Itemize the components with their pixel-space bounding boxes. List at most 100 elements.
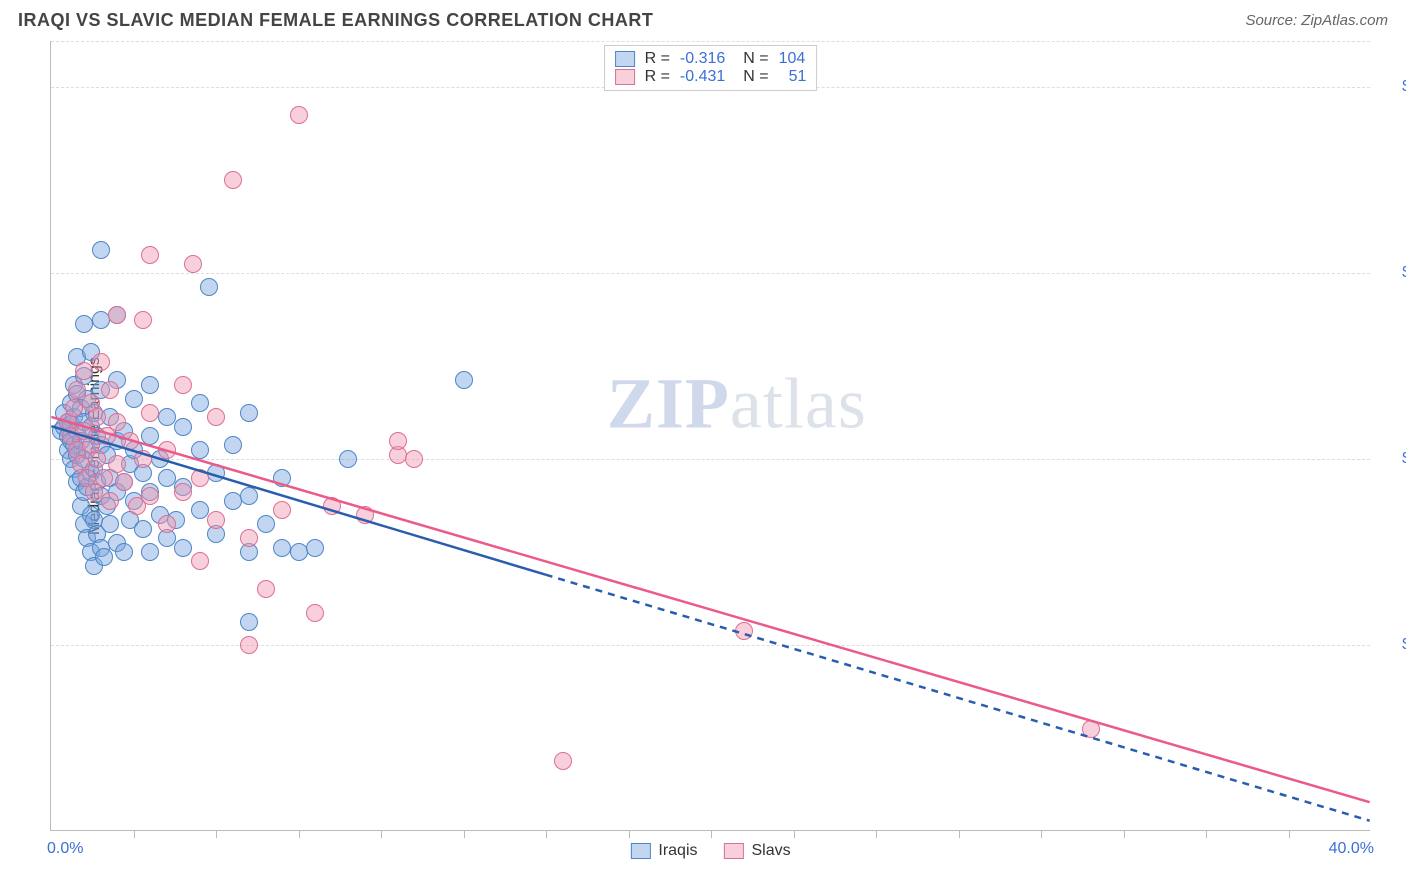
r-value-iraqis: -0.316 <box>680 50 725 68</box>
data-point-iraqis <box>257 515 275 533</box>
trend-line <box>546 575 1370 821</box>
data-point-slavs <box>141 487 159 505</box>
swatch-slavs <box>724 843 744 859</box>
data-point-slavs <box>240 529 258 547</box>
legend-stats-row-slavs: R = -0.431 N = 51 <box>615 68 807 86</box>
data-point-slavs <box>191 469 209 487</box>
legend-item-slavs: Slavs <box>724 842 791 860</box>
data-point-slavs <box>554 752 572 770</box>
data-point-slavs <box>290 106 308 124</box>
data-point-slavs <box>92 353 110 371</box>
data-point-slavs <box>735 622 753 640</box>
data-point-iraqis <box>224 436 242 454</box>
data-point-iraqis <box>92 311 110 329</box>
x-tick <box>794 830 795 838</box>
data-point-slavs <box>101 381 119 399</box>
data-point-slavs <box>174 376 192 394</box>
data-point-iraqis <box>240 404 258 422</box>
gridline <box>51 459 1370 460</box>
swatch-slavs <box>615 69 635 85</box>
r-label: R = <box>645 68 670 86</box>
data-point-slavs <box>88 408 106 426</box>
data-point-slavs <box>389 432 407 450</box>
watermark: ZIPatlas <box>607 362 867 445</box>
data-point-slavs <box>115 473 133 491</box>
data-point-iraqis <box>134 520 152 538</box>
data-point-slavs <box>158 515 176 533</box>
x-tick <box>216 830 217 838</box>
data-point-iraqis <box>158 469 176 487</box>
data-point-iraqis <box>174 418 192 436</box>
data-point-slavs <box>306 604 324 622</box>
data-point-slavs <box>207 408 225 426</box>
n-value-slavs: 51 <box>789 68 807 86</box>
data-point-slavs <box>1082 720 1100 738</box>
data-point-iraqis <box>207 464 225 482</box>
data-point-slavs <box>356 506 374 524</box>
x-tick <box>1289 830 1290 838</box>
legend-stats: R = -0.316 N = 104 R = -0.431 N = 51 <box>604 45 818 91</box>
data-point-slavs <box>101 492 119 510</box>
data-point-iraqis <box>141 376 159 394</box>
data-point-iraqis <box>273 469 291 487</box>
x-tick <box>1124 830 1125 838</box>
data-point-slavs <box>240 636 258 654</box>
data-point-iraqis <box>339 450 357 468</box>
data-point-iraqis <box>92 241 110 259</box>
data-point-slavs <box>191 552 209 570</box>
x-tick-label: 0.0% <box>47 840 83 858</box>
r-label: R = <box>645 50 670 68</box>
y-tick-label: $20,000 <box>1380 636 1406 654</box>
x-tick <box>134 830 135 838</box>
gridline <box>51 273 1370 274</box>
legend-label-iraqis: Iraqis <box>658 842 697 860</box>
data-point-iraqis <box>141 543 159 561</box>
data-point-slavs <box>134 311 152 329</box>
data-point-slavs <box>88 450 106 468</box>
data-point-slavs <box>405 450 423 468</box>
swatch-iraqis <box>630 843 650 859</box>
data-point-iraqis <box>125 390 143 408</box>
data-point-slavs <box>273 501 291 519</box>
x-tick <box>381 830 382 838</box>
n-label: N = <box>743 50 768 68</box>
trend-line <box>51 417 1369 802</box>
data-point-iraqis <box>224 492 242 510</box>
data-point-slavs <box>207 511 225 529</box>
scatter-chart: ZIPatlas R = -0.316 N = 104 R = -0.431 N… <box>50 41 1370 831</box>
data-point-iraqis <box>191 501 209 519</box>
data-point-iraqis <box>141 427 159 445</box>
data-point-iraqis <box>273 539 291 557</box>
data-point-iraqis <box>306 539 324 557</box>
watermark-zip: ZIP <box>607 363 730 443</box>
data-point-slavs <box>108 413 126 431</box>
x-tick <box>1041 830 1042 838</box>
y-tick-label: $40,000 <box>1380 450 1406 468</box>
data-point-slavs <box>141 404 159 422</box>
data-point-slavs <box>108 455 126 473</box>
data-point-iraqis <box>191 441 209 459</box>
data-point-slavs <box>174 483 192 501</box>
data-point-iraqis <box>240 487 258 505</box>
data-point-iraqis <box>290 543 308 561</box>
watermark-atlas: atlas <box>730 363 867 443</box>
data-point-iraqis <box>75 315 93 333</box>
legend-stats-row-iraqis: R = -0.316 N = 104 <box>615 50 807 68</box>
n-value-iraqis: 104 <box>779 50 806 68</box>
legend-series: Iraqis Slavs <box>630 842 790 860</box>
gridline <box>51 41 1370 42</box>
data-point-iraqis <box>158 408 176 426</box>
data-point-slavs <box>75 362 93 380</box>
legend-label-slavs: Slavs <box>752 842 791 860</box>
data-point-iraqis <box>191 394 209 412</box>
data-point-slavs <box>158 441 176 459</box>
data-point-slavs <box>134 450 152 468</box>
y-tick-label: $60,000 <box>1380 264 1406 282</box>
x-tick <box>959 830 960 838</box>
data-point-slavs <box>184 255 202 273</box>
data-point-slavs <box>121 432 139 450</box>
legend-item-iraqis: Iraqis <box>630 842 697 860</box>
swatch-iraqis <box>615 51 635 67</box>
data-point-iraqis <box>95 548 113 566</box>
n-label: N = <box>743 68 768 86</box>
